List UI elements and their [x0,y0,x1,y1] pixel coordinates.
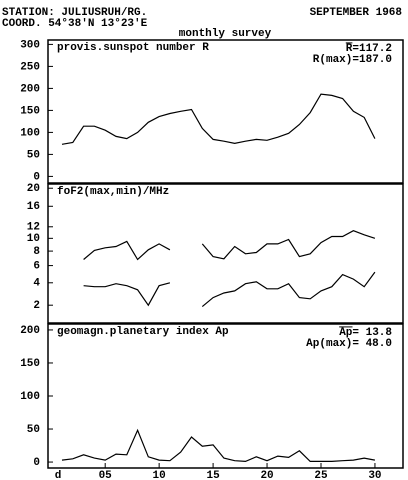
date: SEPTEMBER 1968 [310,7,403,19]
x-tick-label: 15 [206,470,220,480]
x-tick-label: 05 [99,470,113,480]
y-tick-label: 8 [33,246,40,258]
data-line [83,271,376,308]
y-tick-label: 20 [27,183,40,195]
y-tick-label: 4 [33,278,40,290]
panel-stat: Ap= 13.8 [339,327,392,339]
y-tick-label: 100 [20,391,40,403]
y-tick-label: 150 [20,358,40,370]
y-tick-label: 300 [20,39,40,51]
x-tick-label: 30 [368,470,381,480]
y-tick-label: 200 [20,325,40,337]
y-tick-label: 16 [27,201,40,213]
x-tick-label: 10 [153,470,166,480]
y-tick-label: 0 [33,457,40,469]
panel-stat: R=117.2 [346,43,392,55]
panel-frame [47,183,404,324]
data-line [83,230,376,261]
y-tick-label: 250 [20,61,40,73]
panel-title: foF2(max,min)/MHz [57,186,169,198]
y-tick-label: 10 [27,233,40,245]
y-tick-label: 150 [20,105,40,117]
x-tick-label: 25 [314,470,328,480]
y-tick-label: 0 [33,171,40,183]
y-tick-label: 200 [20,83,40,95]
panel-title: geomagn.planetary index Ap [57,326,229,338]
data-line [61,428,376,463]
station: STATION: JULIUSRUH/RG. [2,7,147,19]
coord: COORD. 54°38'N 13°23'E [2,18,148,30]
y-tick-label: 2 [33,300,40,312]
panel-stat: R(max)=187.0 [313,54,392,66]
panel-stat: Ap(max)= 48.0 [306,338,392,350]
y-tick-label: 50 [27,424,40,436]
x-axis-label: d [55,470,62,480]
panel-frame [47,39,404,184]
subtitle: monthly survey [179,28,272,40]
data-line [61,93,376,145]
panel-title: provis.sunspot number R [57,42,209,54]
x-tick-label: 20 [260,470,273,480]
y-tick-label: 100 [20,127,40,139]
y-tick-label: 50 [27,149,40,161]
y-tick-label: 6 [33,260,40,272]
y-tick-label: 12 [27,222,40,234]
